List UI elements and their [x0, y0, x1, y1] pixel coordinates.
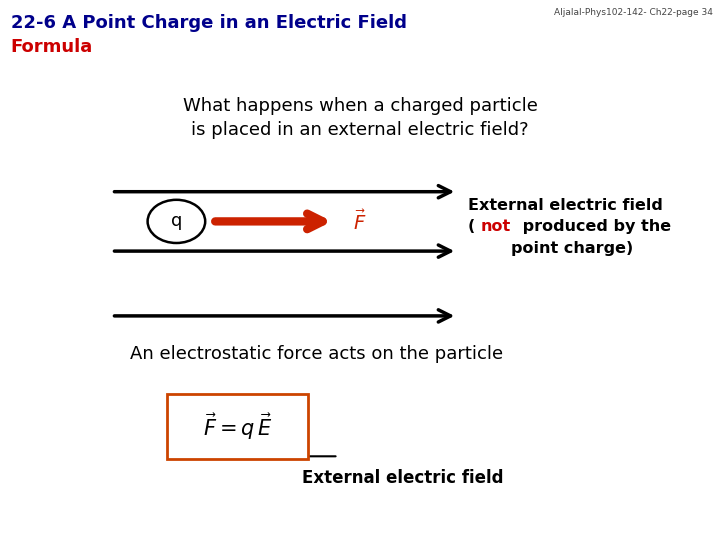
Text: $\vec{F} = q\,\vec{E}$: $\vec{F} = q\,\vec{E}$: [203, 411, 272, 442]
Text: q: q: [171, 212, 182, 231]
Text: External electric field: External electric field: [302, 469, 504, 487]
Text: What happens when a charged particle
is placed in an external electric field?: What happens when a charged particle is …: [183, 97, 537, 139]
FancyBboxPatch shape: [167, 394, 308, 459]
Circle shape: [148, 200, 205, 243]
Text: (: (: [468, 219, 475, 234]
Text: Formula: Formula: [11, 38, 93, 56]
Text: Aljalal-Phys102-142- Ch22-page 34: Aljalal-Phys102-142- Ch22-page 34: [554, 8, 713, 17]
Text: External electric field: External electric field: [468, 198, 663, 213]
Text: point charge): point charge): [511, 241, 634, 256]
Text: 22-6 A Point Charge in an Electric Field: 22-6 A Point Charge in an Electric Field: [11, 14, 407, 31]
Text: not: not: [481, 219, 511, 234]
Text: An electrostatic force acts on the particle: An electrostatic force acts on the parti…: [130, 345, 503, 363]
Text: produced by the: produced by the: [517, 219, 671, 234]
Text: $\vec{F}$: $\vec{F}$: [353, 210, 366, 233]
